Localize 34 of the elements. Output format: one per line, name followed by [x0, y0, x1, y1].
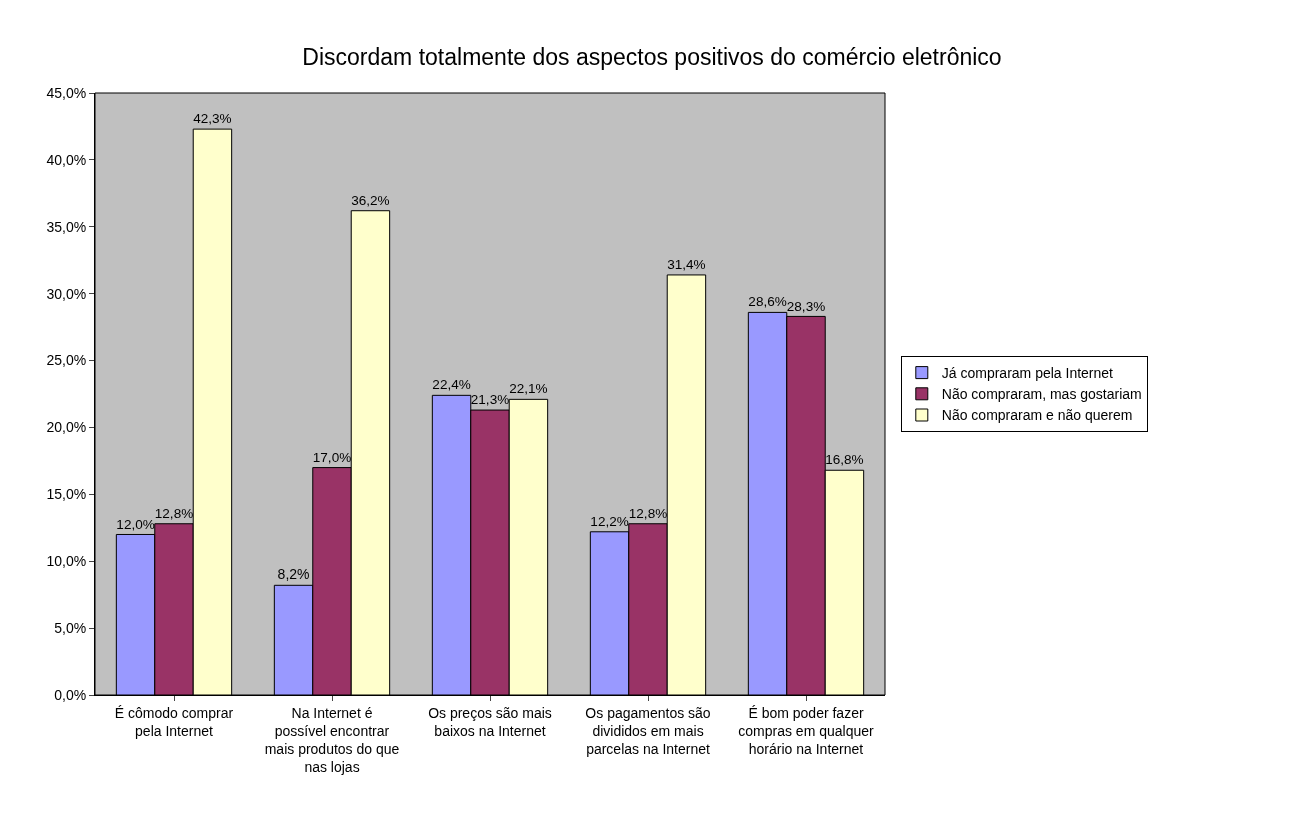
data-label: 8,2% — [277, 566, 310, 583]
y-tick-label: 30,0% — [46, 285, 87, 302]
data-label: 22,4% — [432, 377, 471, 393]
data-label: 12,2% — [590, 513, 629, 529]
x-tick-label: É bom poder fazer compras em qualquer horário na Internet — [738, 704, 875, 758]
y-tick-label: 10,0% — [46, 553, 87, 570]
data-label: 31,4% — [667, 257, 706, 273]
x-tick-label: Na Internet é possível encontrar mais produtos do que nas lojas — [264, 704, 400, 776]
y-tick-label: 20,0% — [46, 419, 87, 436]
y-tick-label: 5,0% — [54, 620, 87, 637]
legend-label: Já compraram pela Internet — [941, 365, 1114, 382]
data-label: 12,8% — [154, 505, 194, 521]
data-label: 12,8% — [628, 505, 668, 521]
legend-label: Não compraram e não querem — [941, 407, 1133, 424]
data-label: 36,2% — [351, 192, 390, 208]
x-tick-label: Os preços são mais baixos na Internet — [428, 704, 552, 739]
x-tick-label: É cômodo comprar pela Internet — [114, 704, 234, 739]
data-label: 28,6% — [748, 294, 787, 310]
data-label: 16,8% — [825, 452, 864, 468]
data-label: 22,1% — [509, 381, 548, 397]
x-tick-label: Os pagamentos são divididos em mais parcelas na Internet — [585, 704, 711, 758]
chart-title: Discordam totalmente dos aspectos positivos do comércio eletrônico — [302, 44, 1002, 71]
y-tick-label: 35,0% — [46, 218, 87, 235]
y-tick-label: 15,0% — [46, 486, 87, 503]
data-label: 12,0% — [116, 516, 155, 532]
legend-label: Não compraram, mas gostariam — [941, 386, 1142, 403]
y-tick-label: 0,0% — [54, 686, 87, 703]
data-label: 42,3% — [193, 111, 232, 127]
y-tick-label: 45,0% — [46, 84, 87, 101]
data-label: 21,3% — [470, 392, 510, 408]
y-tick-label: 40,0% — [46, 151, 87, 168]
data-label: 28,3% — [786, 298, 826, 314]
data-label: 17,0% — [312, 449, 352, 465]
y-tick-label: 25,0% — [46, 352, 87, 369]
